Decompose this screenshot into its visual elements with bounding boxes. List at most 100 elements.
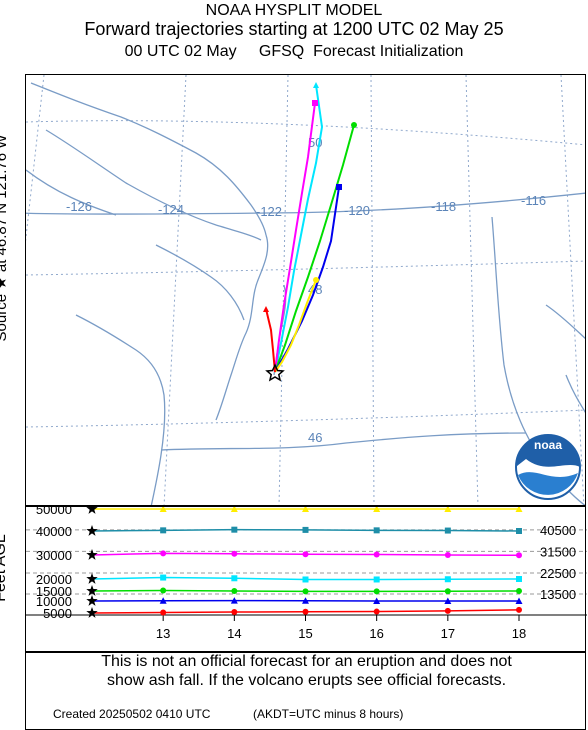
height-data-point — [516, 528, 522, 534]
height-data-point — [230, 597, 238, 604]
y-tick-label: 15000 — [36, 584, 72, 599]
lat-line-46 — [26, 409, 585, 428]
height-data-point — [373, 505, 381, 512]
height-data-point — [373, 588, 380, 595]
height-panel: 40500 31500 22500 13500 50000 40000 30000 20000… — [25, 502, 587, 652]
pacific-coast — [75, 314, 166, 505]
forecast-initialization: 00 UTC 02 May GFSQ Forecast Initializati… — [124, 43, 464, 60]
trajectory-map: -126 -124 -122 -120 -118 -116 50 48 46 — [25, 74, 586, 506]
height-start-star-icon — [86, 573, 98, 584]
height-data-point — [444, 607, 451, 614]
height-data-point — [231, 588, 238, 594]
model-title: NOAA HYSPLIT MODEL — [205, 2, 383, 19]
noaa-logo: noaa — [515, 434, 581, 500]
marker-magenta — [312, 100, 318, 106]
height-start-star-icon — [86, 607, 98, 618]
height-data-point — [302, 608, 309, 615]
height-data-point — [231, 526, 238, 533]
height-data-point — [444, 588, 451, 595]
height-data-point — [516, 588, 522, 594]
lon-line-116 — [560, 75, 585, 505]
x-tick-label: 18 — [512, 626, 526, 641]
height-grid — [26, 529, 587, 621]
height-start-star-icon — [86, 595, 98, 606]
lon-label-120: -120 — [344, 203, 370, 218]
x-tick-label: 13 — [156, 626, 170, 641]
height-data-point — [302, 597, 309, 604]
height-start-star-icon — [86, 503, 98, 514]
lon-line-126 — [26, 75, 45, 242]
x-tick-label: 16 — [369, 626, 383, 641]
columbia-river — [160, 432, 527, 451]
height-data-point — [302, 576, 309, 583]
height-reference-label: 13500 — [540, 587, 576, 602]
y-tick-label: 50000 — [36, 507, 72, 517]
y-tick-label: 40000 — [36, 524, 72, 539]
x-tick-label: 14 — [227, 626, 241, 641]
us-canada-border — [26, 192, 585, 215]
x-tick-label: 15 — [298, 626, 312, 641]
height-data-point — [302, 588, 309, 595]
coastlines — [26, 82, 585, 505]
lon-label-122: -122 — [256, 204, 282, 219]
y-tick-label: 30000 — [36, 548, 72, 563]
height-data-point — [160, 550, 167, 557]
height-data-point — [230, 505, 238, 512]
height-start-star-icon — [86, 549, 98, 560]
lon-label-118: -118 — [431, 199, 456, 214]
vancouver-island-north — [30, 82, 267, 236]
x-tick-label: 17 — [441, 626, 455, 641]
map-canvas: -126 -124 -122 -120 -118 -116 50 48 46 — [26, 75, 585, 505]
marker-cyan — [313, 82, 319, 88]
lon-label-116: -116 — [521, 193, 546, 208]
marker-red — [263, 306, 269, 312]
vancouver-island-south — [45, 129, 262, 241]
noaa-logo-text: noaa — [534, 438, 562, 452]
graticule — [26, 75, 585, 505]
source-location-text: Source ★ at 46.87 N 121.76 W — [0, 135, 10, 342]
height-chart: 40500 31500 22500 13500 50000 40000 30000 20000… — [26, 502, 587, 641]
height-data-point — [159, 505, 167, 512]
trajectory-yellow — [274, 279, 317, 373]
height-data-point — [160, 587, 167, 594]
lat-label-46: 46 — [308, 430, 322, 445]
marker-yellow — [313, 277, 319, 283]
puget-sound-coast — [215, 234, 269, 421]
noaa-logo-sea — [518, 472, 578, 495]
lon-label-126: -126 — [66, 199, 92, 214]
lat-line-50 — [26, 120, 585, 146]
height-data-point — [515, 505, 523, 512]
created-timestamp: Created 20250502 0410 UTC — [53, 707, 211, 721]
lon-line-120 — [370, 75, 375, 505]
marker-green — [351, 122, 357, 128]
height-data-point — [160, 609, 167, 616]
marker-blue — [336, 184, 342, 190]
height-data-point — [159, 597, 167, 604]
run-description: Forward trajectories starting at 1200 UT… — [84, 19, 504, 39]
height-data-point — [160, 574, 167, 581]
disclaimer-line-2: show ash fall. If the volcano erupts see… — [106, 672, 507, 689]
height-data-point — [373, 527, 380, 534]
lon-line-124 — [163, 75, 187, 505]
height-data-point — [515, 597, 523, 604]
trajectory-red — [265, 308, 276, 373]
height-data-point — [444, 597, 452, 604]
trajectory-cyan — [274, 84, 324, 373]
height-data-point — [231, 575, 238, 582]
lat-line-48 — [26, 260, 585, 276]
height-data-point — [444, 552, 451, 558]
height-data-point — [373, 608, 380, 615]
noaa-logo-sky — [516, 435, 580, 467]
y-tick-label: 5000 — [43, 606, 72, 621]
height-data-point — [231, 609, 238, 616]
height-data-point — [373, 576, 380, 583]
height-data-point — [373, 551, 380, 558]
trajectory-paths — [265, 84, 355, 373]
height-data-point — [302, 526, 309, 533]
lon-label-124: -124 — [158, 202, 184, 217]
y-tick-label: 20000 — [36, 572, 72, 587]
montana-border — [545, 304, 585, 340]
height-start-star-icon — [86, 525, 98, 536]
trajectory-green — [274, 124, 355, 373]
height-data-point — [302, 505, 309, 512]
